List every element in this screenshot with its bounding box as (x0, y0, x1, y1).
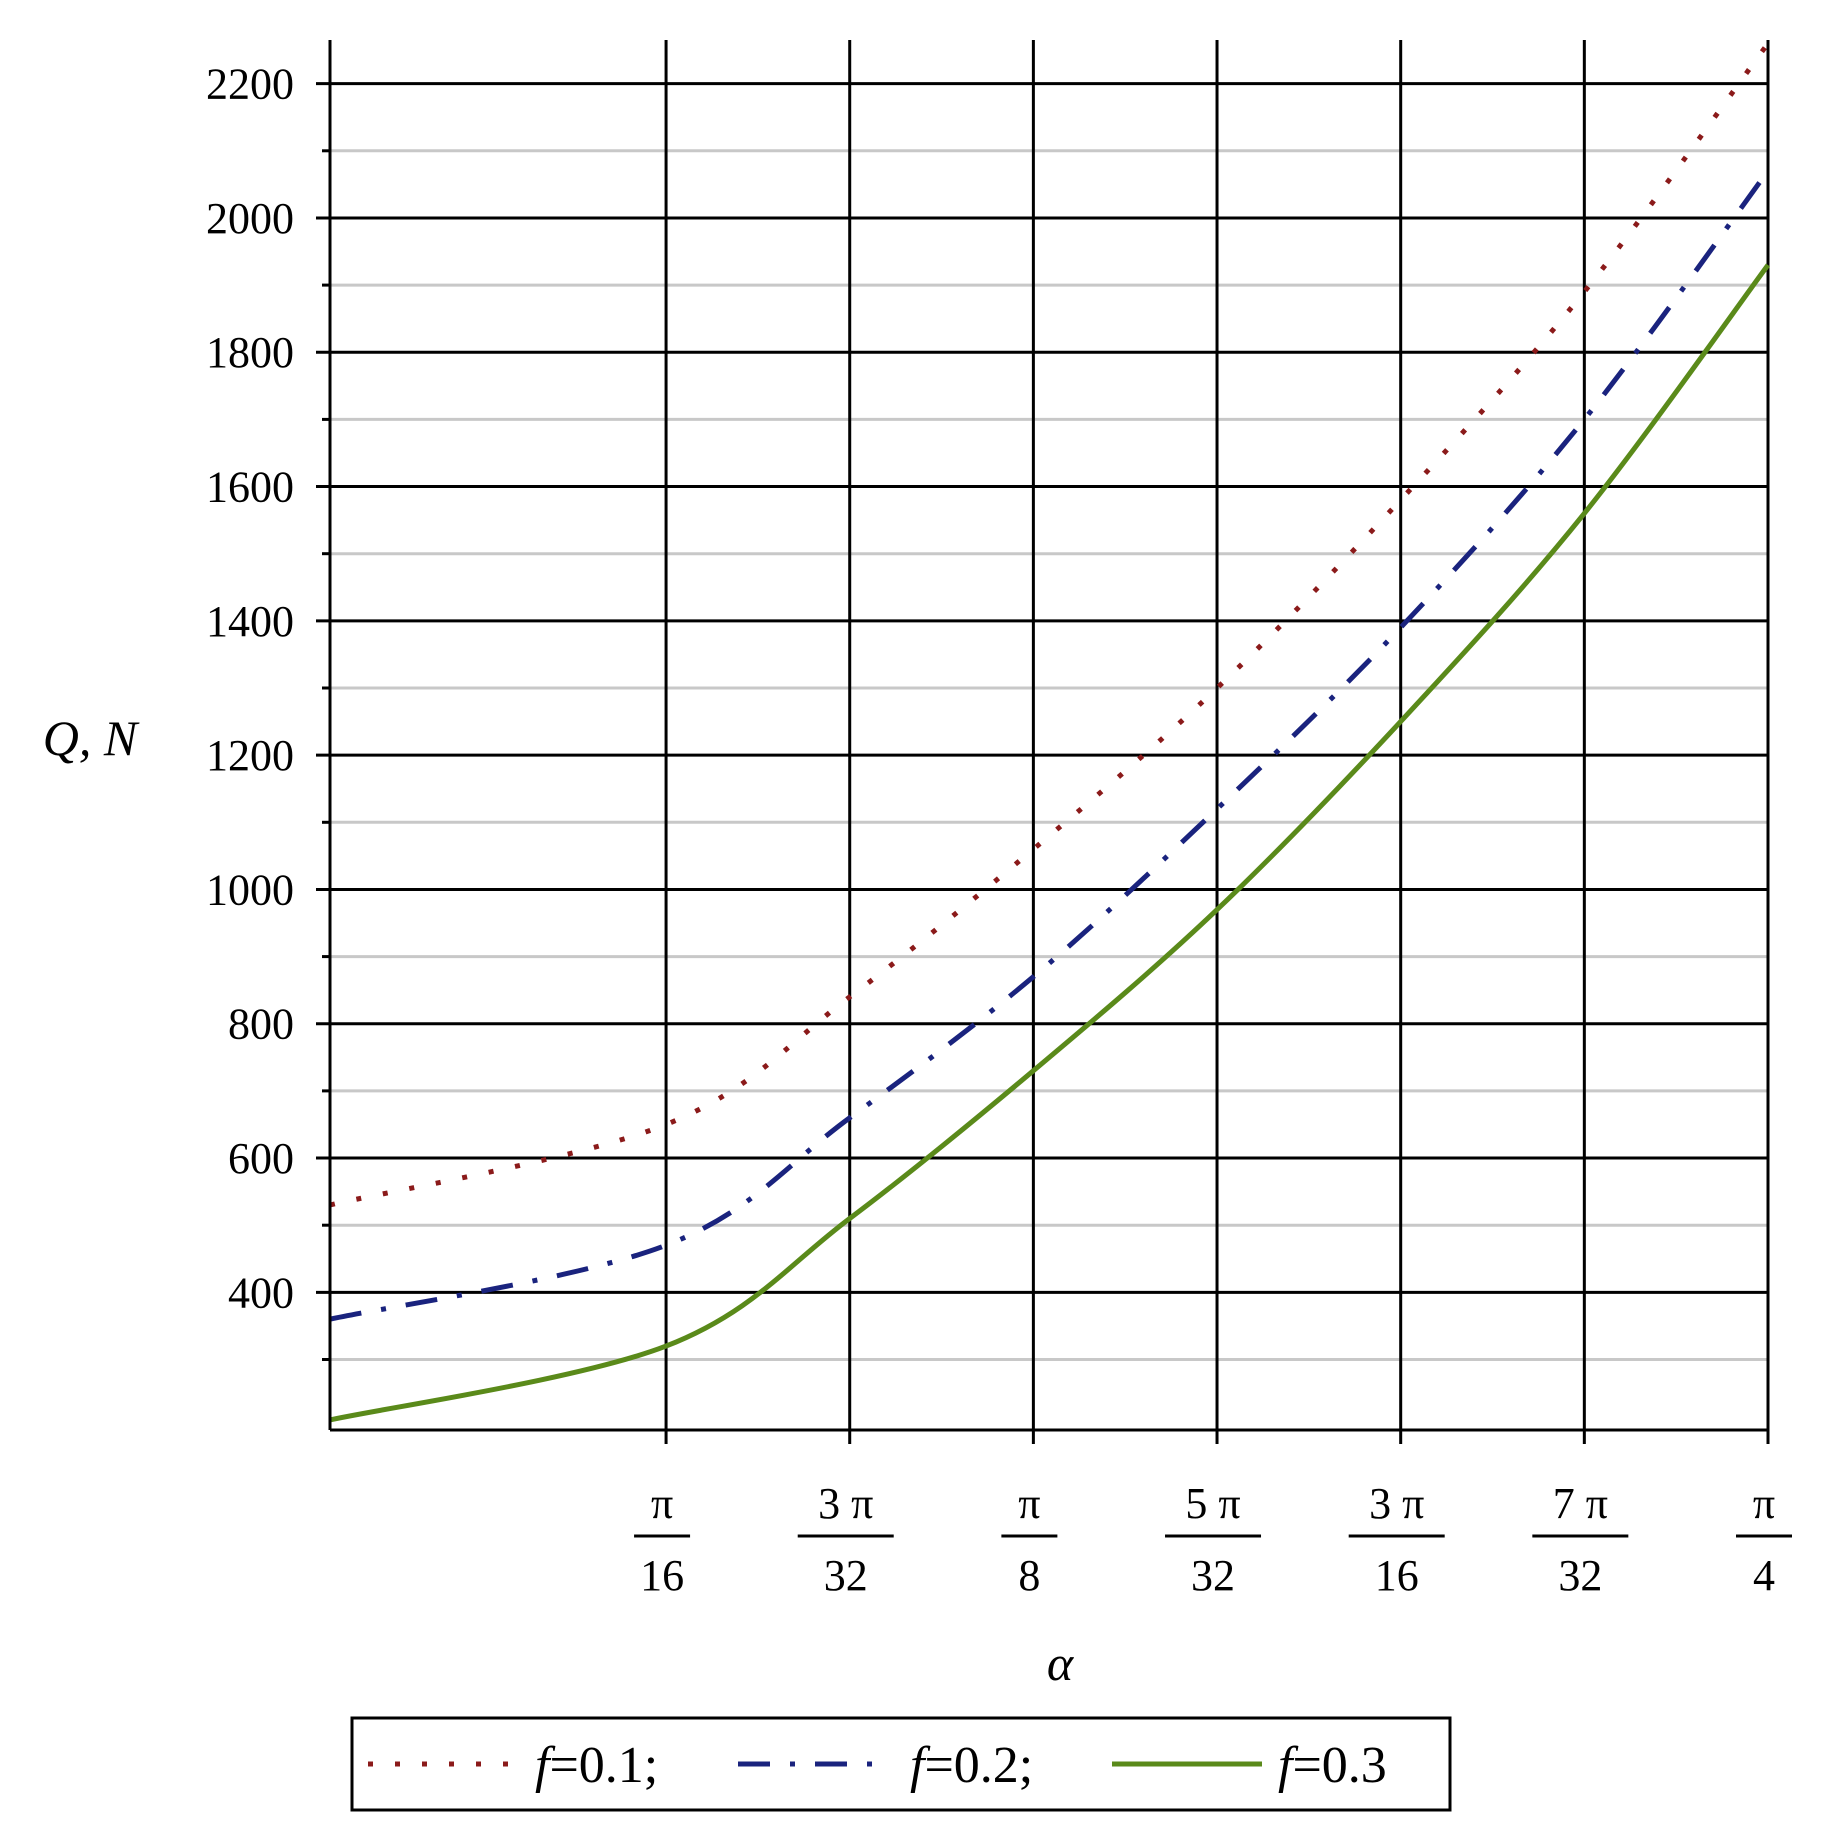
y-tick-label-8: 2000 (206, 194, 294, 243)
series-line-3 (329, 263, 1771, 1423)
legend-label-2: f=0.2; (910, 1737, 1033, 1794)
x-tick-label-3: 5 π32 (1165, 1479, 1262, 1600)
y-tick-label-6: 1600 (206, 463, 294, 512)
x-tick-label-1: 3 π32 (797, 1479, 894, 1600)
y-tick-label-2: 800 (228, 1000, 294, 1049)
y-tick-label-7: 1800 (206, 328, 294, 377)
x-tick-label-6: π4 (1736, 1479, 1792, 1600)
x-tick-denominator-2: 8 (1018, 1551, 1040, 1600)
y-tick-label-5: 1400 (206, 597, 294, 646)
x-tick-numerator-2: π (1018, 1479, 1040, 1528)
x-tick-numerator-3: 5 π (1185, 1479, 1240, 1528)
y-tick-labels: 400 600 800 1000 1200 1400 1600 1800 2000 2200 (206, 60, 294, 1318)
x-tick-label-5: 7 π32 (1532, 1479, 1629, 1600)
series-line-2 (329, 169, 1771, 1322)
axes (322, 40, 1768, 1432)
series-layer (329, 41, 1771, 1423)
y-tick-label-4: 1200 (206, 731, 294, 780)
x-tick-denominator-6: 4 (1753, 1551, 1775, 1600)
y-tick-label-3: 1000 (206, 865, 294, 914)
x-tick-denominator-1: 32 (824, 1551, 868, 1600)
x-tick-numerator-5: 7 π (1553, 1479, 1608, 1528)
legend-label-1: f=0.1; (535, 1737, 658, 1794)
major-gridlines (316, 40, 1770, 1444)
x-tick-numerator-6: π (1753, 1479, 1775, 1528)
x-tick-denominator-0: 16 (640, 1551, 684, 1600)
x-tick-label-0: π 16 (634, 1479, 691, 1600)
x-tick-denominator-3: 32 (1191, 1551, 1235, 1600)
x-tick-numerator-4: 3 π (1369, 1479, 1424, 1528)
y-tick-label-0: 400 (228, 1268, 294, 1317)
x-tick-label-2: π8 (1001, 1479, 1058, 1600)
x-axis-label: α (1047, 1635, 1075, 1691)
y-tick-label-9: 2200 (206, 60, 294, 109)
x-tick-label-4: 3 π16 (1348, 1479, 1445, 1600)
legend-label-3: f=0.3 (1278, 1737, 1387, 1794)
y-axis-label: Q, N (43, 710, 140, 766)
legend-box (350, 1716, 1452, 1812)
x-tick-denominator-5: 32 (1558, 1551, 1602, 1600)
minor-gridlines (330, 149, 1768, 1361)
x-tick-numerator-1: 3 π (818, 1479, 873, 1528)
x-tick-numerator-0: π (651, 1479, 673, 1528)
legend: f=0.1; f=0.2; f=0.3 (350, 1716, 1452, 1812)
y-tick-label-1: 600 (228, 1134, 294, 1183)
x-tick-denominator-4: 16 (1375, 1551, 1419, 1600)
